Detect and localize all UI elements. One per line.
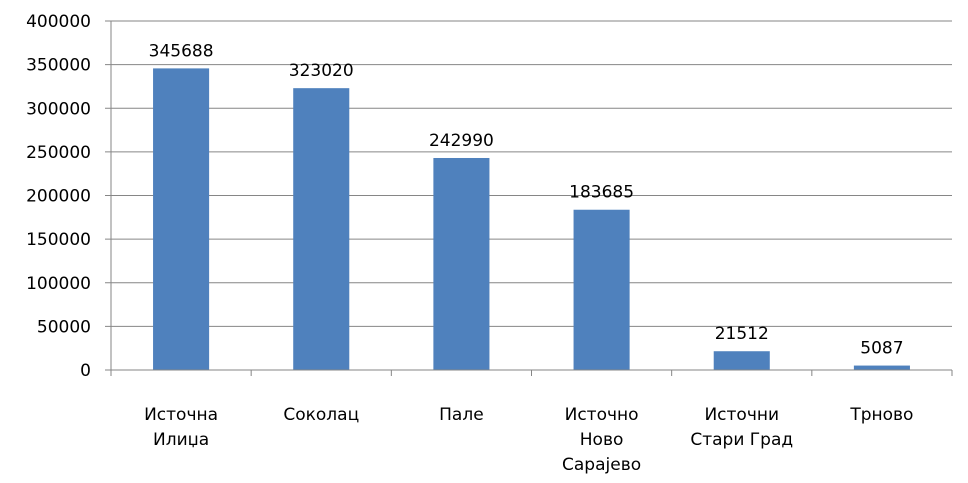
x-tick-label-line: Ново bbox=[580, 430, 624, 450]
x-tick-label-line: Илиџа bbox=[153, 430, 209, 450]
data-label: 242990 bbox=[429, 131, 494, 151]
x-tick-label: Пале bbox=[439, 405, 484, 425]
x-tick-label-line: Источна bbox=[144, 405, 218, 425]
y-tick-label: 50000 bbox=[37, 317, 91, 337]
x-tick-label: Соколац bbox=[283, 405, 359, 425]
y-tick-label: 100000 bbox=[26, 274, 91, 294]
data-label: 183685 bbox=[569, 183, 634, 203]
x-tick-label-line: Источно bbox=[565, 405, 639, 425]
y-tick-label: 400000 bbox=[26, 12, 91, 32]
bars bbox=[153, 68, 910, 371]
axes bbox=[105, 20, 953, 376]
x-tick-label-line: Источни bbox=[704, 405, 779, 425]
data-label: 21512 bbox=[715, 324, 769, 344]
bar bbox=[573, 209, 630, 370]
bar bbox=[433, 157, 490, 370]
y-tick-label: 200000 bbox=[26, 187, 91, 207]
bar bbox=[293, 88, 350, 371]
bar bbox=[713, 351, 770, 370]
labels: 0 50000 100000 150000 200000 250000 300000 3500… bbox=[26, 12, 913, 475]
bar bbox=[153, 68, 210, 371]
x-tick-label-line: Трново bbox=[849, 405, 913, 425]
x-tick-label: Источна Илиџа bbox=[144, 405, 218, 450]
data-label: 345688 bbox=[149, 41, 214, 61]
gridlines bbox=[111, 20, 952, 327]
y-tick-label: 350000 bbox=[26, 56, 91, 76]
x-tick-label-line: Соколац bbox=[283, 405, 359, 425]
x-tick-label: Источни Стари Град bbox=[690, 405, 793, 450]
y-tick-label: 250000 bbox=[26, 143, 91, 163]
y-tick-label: 0 bbox=[80, 361, 91, 381]
x-tick-label-line: Сарајево bbox=[562, 455, 641, 475]
x-tick-label-line: Стари Град bbox=[690, 430, 793, 450]
y-tick-label: 300000 bbox=[26, 99, 91, 119]
bar bbox=[853, 365, 910, 370]
x-tick-label: Трново bbox=[849, 405, 913, 425]
x-tick-label: Источно Ново Сарајево bbox=[562, 405, 641, 475]
data-label: 5087 bbox=[860, 339, 903, 359]
y-tick-label: 150000 bbox=[26, 230, 91, 250]
data-label: 323020 bbox=[289, 61, 354, 81]
x-tick-label-line: Пале bbox=[439, 405, 484, 425]
